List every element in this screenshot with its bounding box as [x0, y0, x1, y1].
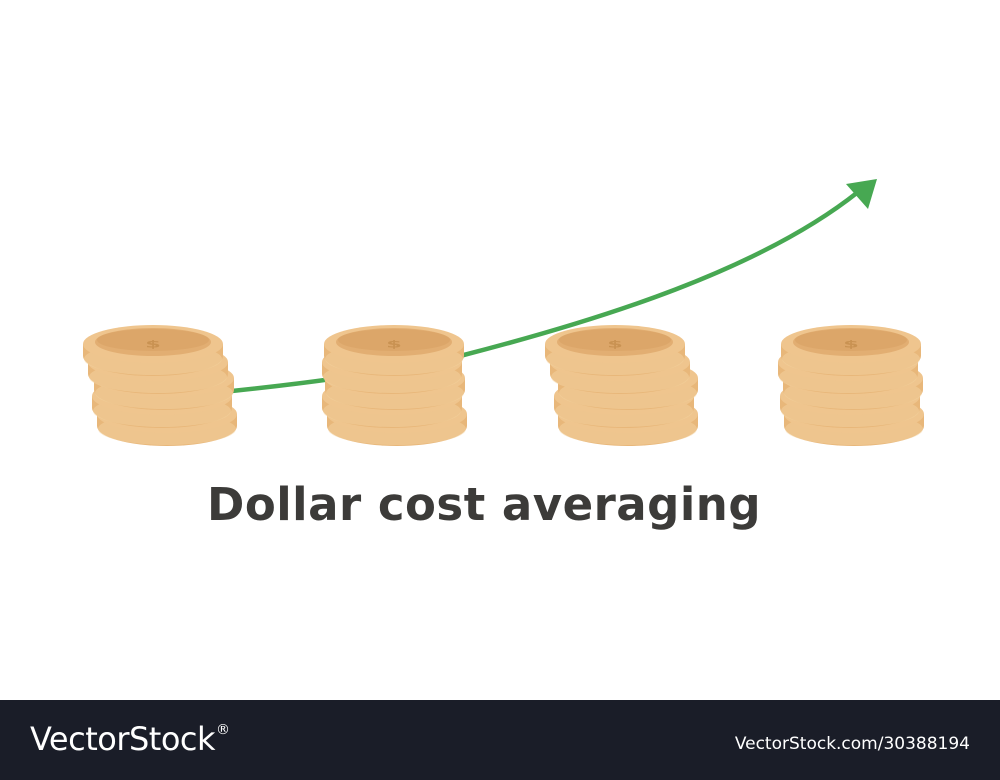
growth-arrow-icon: [846, 179, 877, 209]
image-id-label: VectorStock.com/30388194: [734, 734, 970, 754]
watermark-footer: VectorStock® VectorStock.com/30388194: [0, 700, 1000, 780]
dollar-coin-stack-icon: [322, 325, 467, 446]
caption-title: Dollar cost averaging: [206, 478, 762, 531]
vectorstock-logo: VectorStock®: [30, 720, 230, 758]
illustration-svg: $: [83, 179, 924, 446]
dollar-coin-stack-icon: [545, 325, 698, 446]
dollar-coin-stack-icon: [778, 325, 924, 446]
dollar-coin-stack-icon: [83, 325, 237, 446]
registered-mark: ®: [216, 722, 230, 738]
growth-arrow-line: [229, 189, 861, 394]
vectorstock-logo-text: VectorStock: [30, 720, 216, 758]
